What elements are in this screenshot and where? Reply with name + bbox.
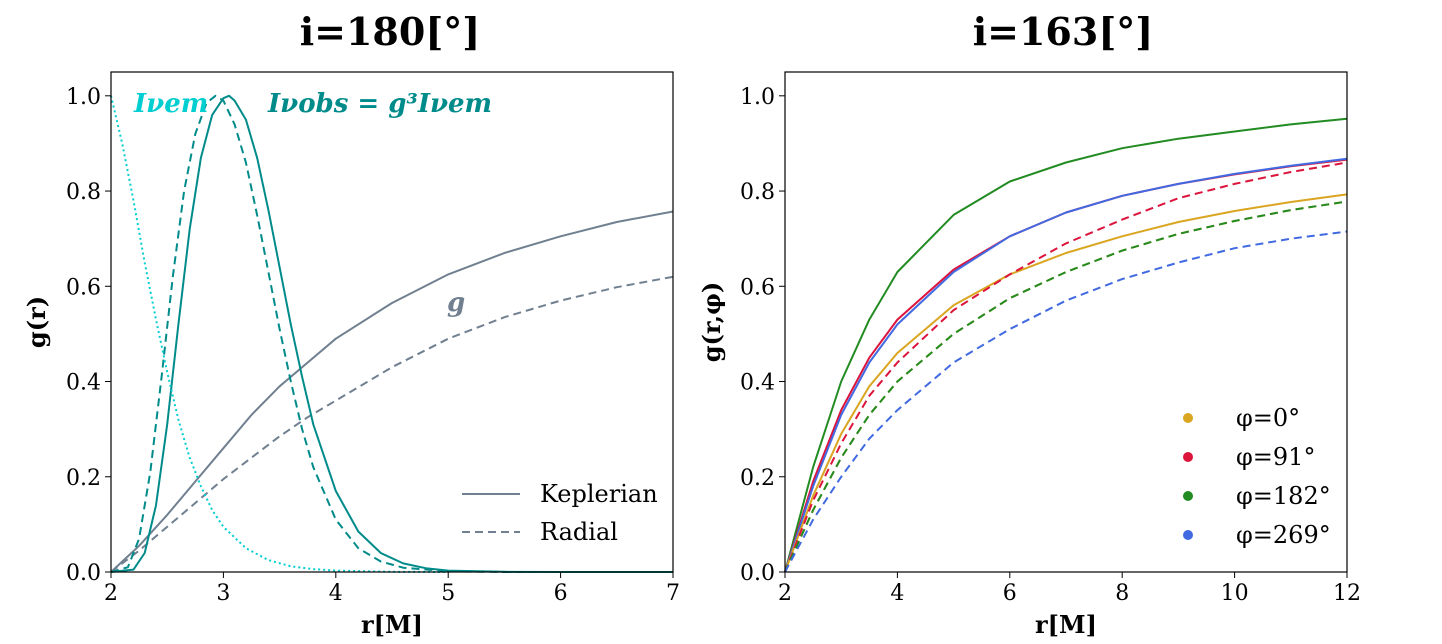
series-line-0-2	[110, 94, 673, 573]
left-legend: Keplerian Radial	[462, 480, 658, 546]
x-tick-label: 2	[104, 581, 118, 606]
series-line-1-7	[784, 230, 1348, 573]
legend-phi-182-marker	[1183, 491, 1193, 501]
legend-phi-91-label: φ=91°	[1236, 443, 1315, 471]
x-tick-label: 8	[1115, 581, 1129, 606]
y-tick-label: 0.0	[66, 561, 101, 586]
y-tick-label: 0.6	[66, 275, 101, 300]
left-ticks: 2 3 4 5 6 7 0.0 0.2 0.4 0.6 0.8 1.0	[66, 85, 680, 606]
right-panel: i=163[°] 2 4 6 8 10 12 0.0 0.2 0.4 0.6 0.8 1.0 r[M]…	[697, 9, 1361, 639]
legend-keplerian-label: Keplerian	[540, 480, 658, 508]
y-tick-label: 0.6	[740, 275, 775, 300]
legend-phi-91-marker	[1183, 452, 1193, 462]
legend-phi-269-marker	[1183, 530, 1193, 540]
legend-phi-0-label: φ=0°	[1236, 404, 1300, 432]
right-ticks: 2 4 6 8 10 12 0.0 0.2 0.4 0.6 0.8 1.0	[740, 85, 1361, 606]
x-tick-label: 2	[778, 581, 792, 606]
y-tick-label: 0.4	[740, 371, 775, 396]
right-y-axis-label: g(r,φ)	[697, 282, 726, 362]
left-plot-frame	[110, 71, 674, 573]
series-line-0-0	[110, 210, 674, 573]
series-line-1-4	[784, 161, 1348, 573]
series-line-1-2	[784, 157, 1348, 573]
left-y-axis-label: g(r)	[22, 296, 51, 348]
legend-phi-182-label: φ=182°	[1236, 482, 1331, 510]
x-tick-label: 5	[441, 581, 455, 606]
x-tick-label: 7	[666, 581, 680, 606]
legend-phi-0-marker	[1183, 413, 1193, 423]
series-line-0-4	[110, 95, 449, 573]
y-tick-label: 1.0	[740, 85, 775, 110]
left-series-group	[110, 94, 674, 573]
left-x-axis-label: r[M]	[361, 610, 423, 639]
x-tick-label: 3	[216, 581, 230, 606]
y-tick-label: 0.4	[66, 371, 101, 396]
series-line-1-1	[784, 158, 1348, 573]
series-line-1-6	[784, 200, 1348, 573]
y-tick-label: 0.2	[740, 466, 775, 491]
x-tick-label: 4	[890, 581, 904, 606]
x-tick-label: 6	[554, 581, 568, 606]
annotation-emitted-intensity: Iνem	[133, 89, 208, 119]
x-tick-label: 4	[329, 581, 343, 606]
legend-radial-label: Radial	[540, 518, 618, 546]
annotation-observed-intensity: Iνobs = g³Iνem	[267, 89, 492, 119]
y-tick-label: 0.8	[740, 180, 775, 205]
right-title: i=163[°]	[973, 9, 1154, 54]
y-tick-label: 1.0	[66, 85, 101, 110]
x-tick-label: 12	[1333, 581, 1361, 606]
y-tick-label: 0.8	[66, 180, 101, 205]
x-tick-label: 6	[1003, 581, 1017, 606]
right-series-group	[784, 117, 1348, 573]
x-tick-label: 10	[1221, 581, 1249, 606]
y-tick-label: 0.0	[740, 561, 775, 586]
annotation-g: g	[447, 288, 465, 318]
right-x-axis-label: r[M]	[1035, 610, 1097, 639]
series-line-0-3	[110, 94, 673, 573]
left-panel: i=180[°] 2 3 4 5 6 7 0.0 0.2 0.4 0.6 0.8 1.0 r[M] g…	[22, 9, 680, 639]
series-line-0-1	[110, 275, 674, 573]
series-line-1-0	[784, 117, 1348, 573]
y-tick-label: 0.2	[66, 466, 101, 491]
legend-phi-269-label: φ=269°	[1236, 521, 1331, 549]
series-line-1-3	[784, 193, 1348, 573]
right-legend: φ=0° φ=91° φ=182° φ=269°	[1183, 404, 1331, 549]
right-plot-frame	[784, 71, 1348, 573]
left-title: i=180[°]	[300, 9, 481, 54]
